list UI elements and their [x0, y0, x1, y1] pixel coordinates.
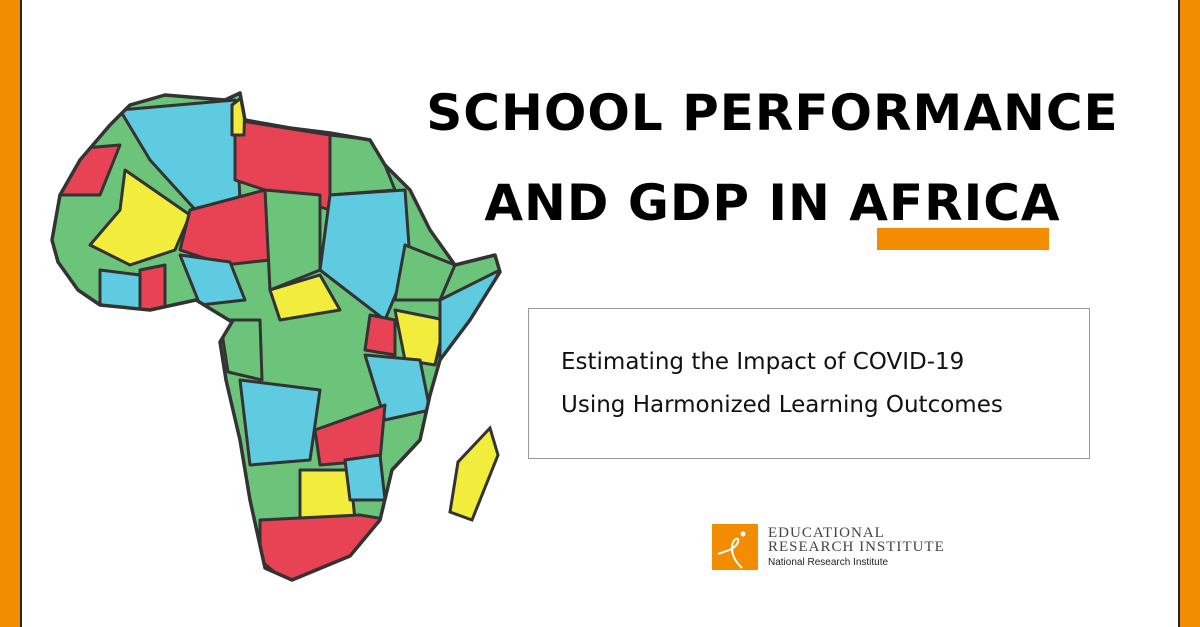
logo-line-1: EDUCATIONAL: [768, 525, 885, 541]
logo-mark-icon: [712, 524, 758, 570]
left-border: [0, 0, 22, 627]
logo-line-3: National Research Institute: [768, 557, 889, 568]
africa-map-illustration: [50, 91, 502, 582]
madagascar-shape: [448, 425, 500, 522]
title-line-2: AND GDP IN AFRICA: [484, 174, 1061, 232]
subtitle-line-2: Using Harmonized Learning Outcomes: [561, 392, 1003, 418]
subtitle-box: Estimating the Impact of COVID-19 Using …: [528, 308, 1090, 459]
right-border: [1178, 0, 1200, 627]
institute-logo: EDUCATIONAL RESEARCH INSTITUTE National …: [712, 524, 945, 570]
subtitle-line-1: Estimating the Impact of COVID-19: [561, 349, 965, 375]
title-underline: [877, 228, 1049, 250]
page-title: SCHOOL PERFORMANCE AND GDP IN AFRICA: [400, 68, 1145, 248]
logo-line-2: RESEARCH INSTITUTE: [768, 539, 945, 555]
title-line-1: SCHOOL PERFORMANCE: [426, 84, 1119, 142]
